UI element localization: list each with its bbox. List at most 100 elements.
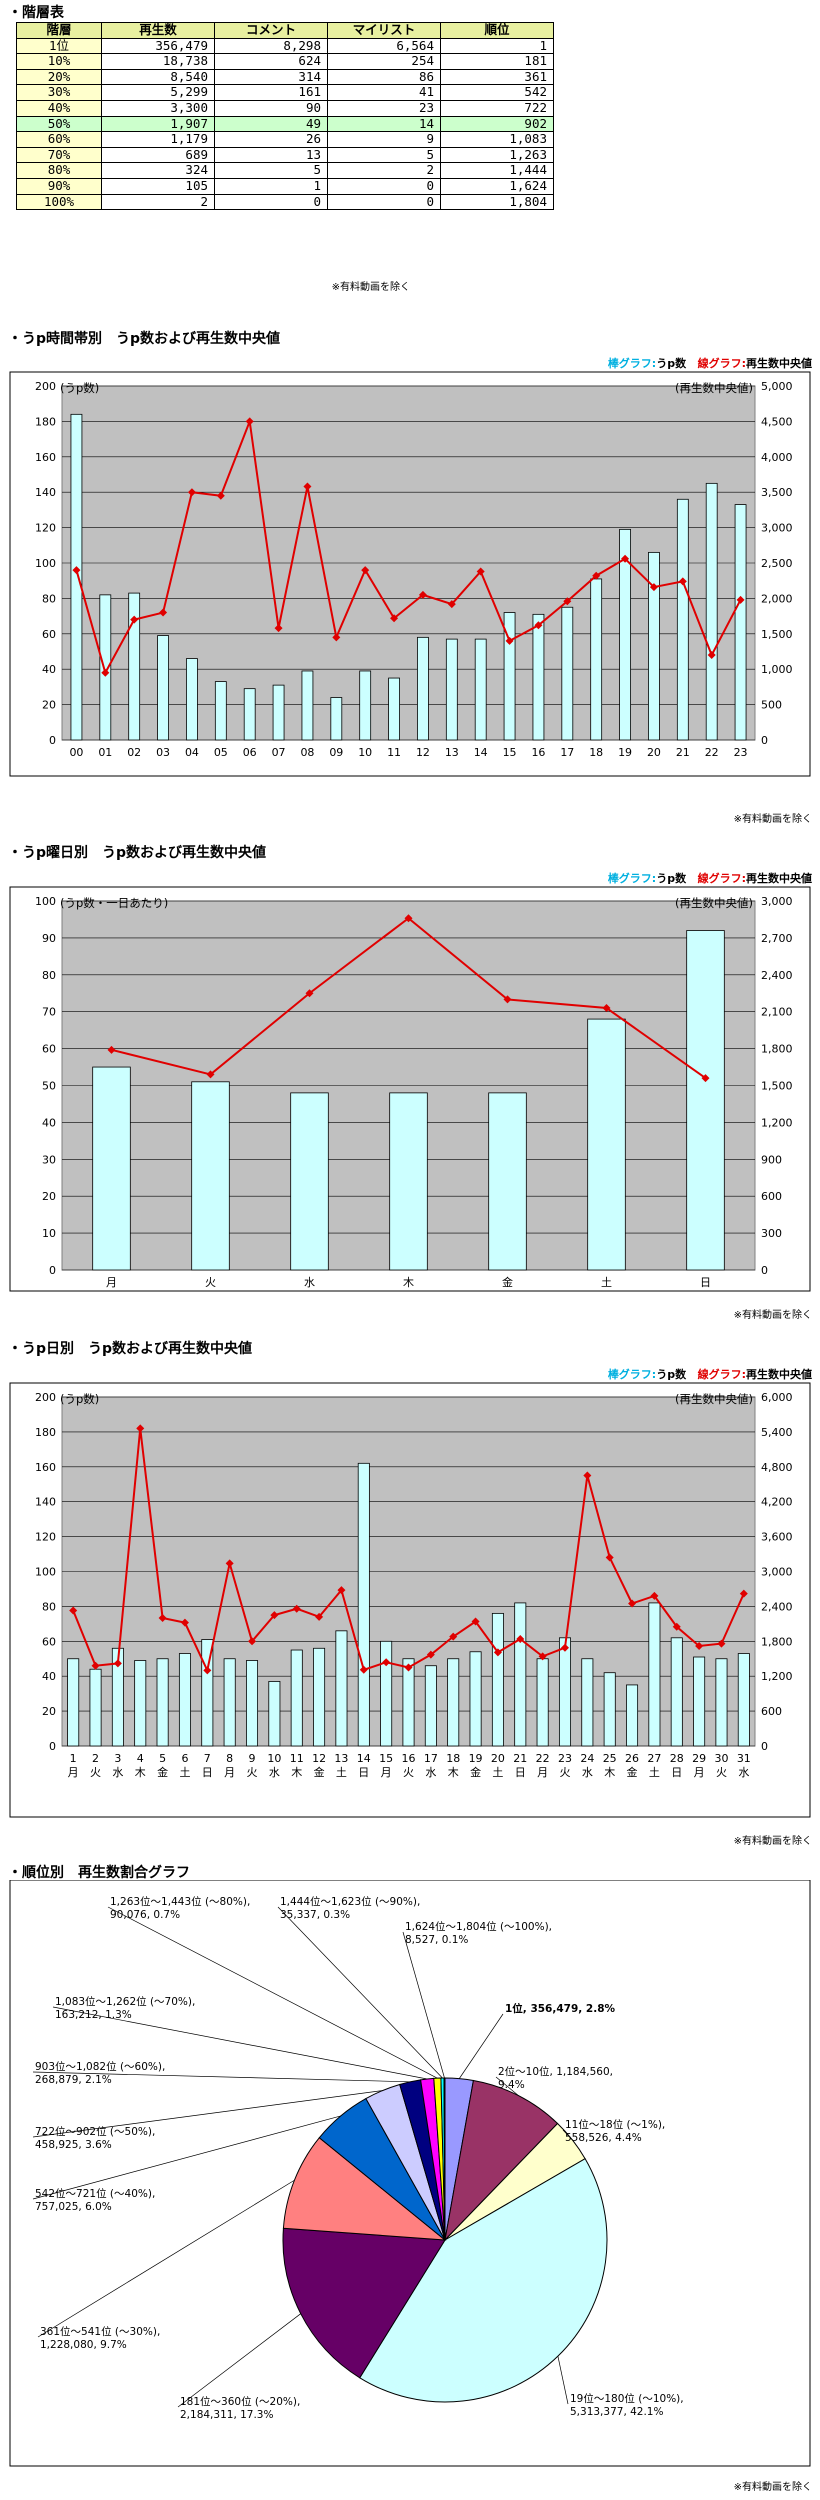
pie-label-line: 90,076, 0.7%: [110, 1909, 180, 1921]
line-point: [101, 668, 110, 677]
chart-pie-title: ・順位別 再生数割合グラフ: [8, 1865, 190, 1881]
y-axis-label: (うp数・一日あたり): [60, 896, 168, 910]
line-point: [390, 614, 399, 623]
pie-label-line: 11位～18位 (～1%),: [565, 2118, 665, 2131]
y-tick-label: 140: [35, 1496, 56, 1509]
x-weekday-label: 月: [381, 1766, 392, 1779]
chart-weekday: 0 10 20 30 40 50 60 70 80 90 100 0 300 600 900 1,200 1,5…: [9, 886, 811, 1292]
leader-line: [458, 2013, 504, 2079]
y2-axis-label: (再生数中央値): [675, 896, 753, 910]
table-cell: 324: [101, 162, 215, 179]
line-point: [534, 621, 543, 630]
bar: [70, 413, 83, 741]
line-point: [187, 488, 196, 497]
bar: [561, 606, 574, 741]
bar: [335, 1630, 348, 1747]
x-weekday-label: 月: [694, 1766, 705, 1779]
bar: [223, 1658, 236, 1747]
chart-pie: 1位, 356,479, 2.8% 2位～10位, 1,184,560, 9.4% 1…: [9, 1880, 811, 2467]
x-tick-label: 16: [531, 746, 545, 759]
table-row: 70% 689 13 5 1,263: [16, 146, 554, 164]
x-tick-label: 23: [734, 746, 748, 759]
y-tick-label: 70: [42, 1006, 56, 1019]
x-tick-label: 22: [705, 746, 719, 759]
leader-line: [495, 2076, 519, 2096]
x-weekday-label: 火: [90, 1766, 101, 1779]
table-cell: 30%: [16, 84, 102, 101]
table-cell: 8,298: [214, 37, 328, 55]
y-tick-label: 50: [42, 1080, 56, 1093]
table-cell: 6,564: [327, 37, 441, 55]
x-tick-label: 15: [503, 746, 517, 759]
line-point: [447, 600, 456, 609]
pie-label-line: 1,083位～1,262位 (～70%),: [55, 1995, 195, 2008]
x-tick-label: 11: [387, 746, 401, 759]
x-tick-label: 14: [474, 746, 488, 759]
bar: [734, 504, 747, 741]
table-row: 60% 1,179 26 9 1,083: [16, 131, 554, 148]
table-cell: 105: [101, 177, 215, 195]
pie-label: 1,263位～1,443位 (～80%), 90,076, 0.7%: [110, 1895, 250, 1921]
table-cell: 542: [440, 84, 554, 101]
table-cell: 1,624: [440, 177, 554, 195]
bar: [156, 1658, 169, 1747]
y2-tick-label: 4,000: [761, 451, 793, 464]
line-point: [136, 1424, 145, 1433]
bar: [111, 1647, 124, 1747]
bar: [424, 1665, 437, 1747]
y2-axis-label: (再生数中央値): [675, 381, 753, 395]
chart-hour-title: ・うp時間帯別 うp数および再生数中央値: [8, 331, 281, 347]
table-cell: 689: [101, 146, 215, 164]
table-cell: 10%: [16, 53, 102, 70]
pie-label-line: 903位～1,082位 (～60%),: [35, 2060, 165, 2073]
y2-tick-label: 4,500: [761, 415, 793, 428]
y-tick-label: 40: [42, 1670, 56, 1683]
x-tick-label: 12: [416, 746, 430, 759]
bar: [715, 1658, 728, 1747]
line-point: [538, 1652, 547, 1661]
table-cell: 254: [327, 53, 441, 70]
line-point: [516, 1634, 525, 1643]
tier-header-4: 順位: [440, 22, 554, 39]
line-point: [245, 417, 254, 426]
line-point: [69, 1606, 78, 1615]
y2-tick-label: 600: [761, 1705, 782, 1718]
y2-tick-label: 0: [761, 1264, 768, 1277]
table-cell: 722: [440, 99, 554, 117]
bar: [67, 1658, 80, 1747]
line-point: [449, 1632, 458, 1641]
pie-label-line: 757,025, 6.0%: [35, 2201, 112, 2213]
bar: [737, 1653, 750, 1747]
x-weekday-label: 火: [559, 1766, 570, 1779]
table-cell: 70%: [16, 146, 102, 164]
pie-label-line: 361位～541位 (～30%),: [40, 2325, 160, 2338]
x-tick-label: 11: [290, 1752, 304, 1765]
leader-line: [37, 2179, 295, 2338]
line-point: [206, 1070, 215, 1079]
table-cell: 86: [327, 68, 441, 86]
bar: [514, 1602, 527, 1747]
y2-tick-label: 6,000: [761, 1391, 793, 1404]
pie-label-line: 19位～180位 (～10%),: [570, 2392, 684, 2405]
line-point: [303, 482, 312, 491]
bar: [619, 528, 631, 741]
x-weekday-label: 金: [470, 1765, 481, 1779]
pie-label: 181位～360位 (～20%), 2,184,311, 17.3%: [180, 2395, 300, 2421]
pie-label-line: 9.4%: [498, 2079, 525, 2091]
x-weekday-label: 金: [157, 1765, 168, 1779]
line-point: [203, 1666, 212, 1675]
table-cell: 5: [327, 146, 441, 164]
x-weekday-label: 木: [604, 1766, 615, 1779]
x-tick-label: 9: [249, 1752, 256, 1765]
legend-bar-label: うp数: [656, 1368, 687, 1381]
line-point: [602, 1004, 611, 1013]
x-weekday-label: 水: [582, 1766, 593, 1779]
x-tick-label: 04: [185, 746, 199, 759]
x-tick-label: 24: [580, 1752, 594, 1765]
leader-line: [32, 2071, 411, 2083]
y2-tick-label: 2,400: [761, 1600, 793, 1613]
line-point: [337, 1586, 346, 1595]
bar: [603, 1672, 616, 1747]
table-cell: 0: [327, 193, 441, 211]
pie-label-line: 1,444位～1,623位 (～90%),: [280, 1895, 420, 1908]
